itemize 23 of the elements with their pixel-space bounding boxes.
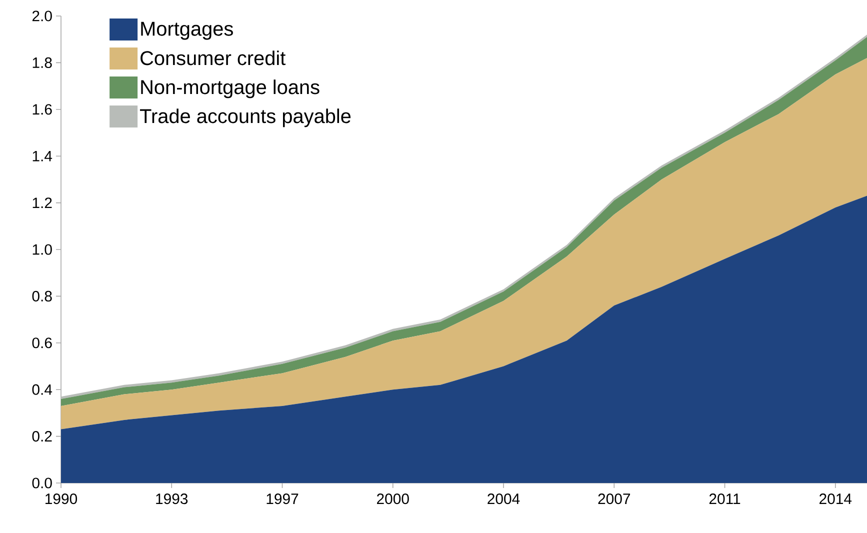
y-tick-label: 0.0 <box>32 478 52 488</box>
legend-label: Non-mortgage loans <box>141 80 320 98</box>
x-tick-label: 2000 <box>377 494 409 504</box>
x-tick-label: 2014 <box>820 494 852 504</box>
legend-label: Mortgages <box>141 22 233 40</box>
y-tick-label: 1.4 <box>32 150 52 162</box>
y-tick-label: 0.2 <box>32 431 52 442</box>
x-tick-label: 1990 <box>46 494 78 504</box>
legend-label: Trade accounts payable <box>140 108 351 128</box>
y-tick-label: 0.8 <box>32 290 52 302</box>
y-tick-label: 1.0 <box>32 244 52 255</box>
x-tick-label: 2007 <box>598 494 630 504</box>
y-tick-label: 0.4 <box>32 384 52 395</box>
x-tick-label: 1993 <box>156 494 188 504</box>
y-tick-label: 1.8 <box>32 57 52 68</box>
x-tick-label: 2011 <box>709 494 740 504</box>
y-tick-label: 1.6 <box>32 104 52 115</box>
x-tick-label: 2004 <box>488 494 520 504</box>
y-tick-label: 1.2 <box>32 198 52 208</box>
y-tick-label: 0.6 <box>32 338 52 348</box>
x-tick-label: 1997 <box>266 494 298 504</box>
legend-label: Consumer credit <box>140 50 286 66</box>
y-tick-label: 2.0 <box>32 10 52 22</box>
